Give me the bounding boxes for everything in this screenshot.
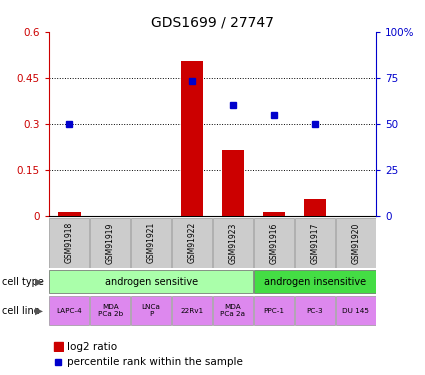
Bar (90, 218, 130, 268)
Text: GSM91916: GSM91916 (269, 222, 278, 264)
Bar (213, 218, 253, 268)
Text: percentile rank within the sample: percentile rank within the sample (67, 357, 243, 367)
Text: MDA
PCa 2a: MDA PCa 2a (221, 304, 246, 317)
Bar (336, 218, 376, 268)
Text: ▶: ▶ (35, 306, 43, 316)
Bar (303, 199, 326, 216)
Text: GSM91920: GSM91920 (351, 222, 360, 264)
Bar (181, 61, 203, 216)
Bar (49, 218, 89, 268)
Text: DU 145: DU 145 (342, 308, 369, 314)
Bar (131, 218, 171, 268)
Bar (263, 212, 285, 216)
Text: cell type: cell type (2, 277, 44, 286)
Bar (295, 218, 335, 268)
Text: androgen insensitive: androgen insensitive (264, 277, 366, 286)
Bar (54, 342, 63, 351)
Text: GSM91918: GSM91918 (65, 222, 74, 263)
Text: androgen sensitive: androgen sensitive (105, 277, 198, 286)
Text: GSM91921: GSM91921 (147, 222, 156, 263)
Text: MDA
PCa 2b: MDA PCa 2b (98, 304, 123, 317)
Bar (172, 296, 212, 326)
Text: cell line: cell line (2, 306, 40, 316)
Bar (172, 218, 212, 268)
Text: GSM91919: GSM91919 (106, 222, 115, 264)
Text: 22Rv1: 22Rv1 (181, 308, 204, 314)
Bar (254, 296, 294, 326)
Bar (49, 296, 89, 326)
Bar (336, 296, 376, 326)
Text: PPC-1: PPC-1 (264, 308, 284, 314)
Bar (222, 150, 244, 216)
Bar (90, 296, 130, 326)
Text: ▶: ▶ (35, 277, 43, 286)
Text: PC-3: PC-3 (306, 308, 323, 314)
Text: GSM91923: GSM91923 (229, 222, 238, 264)
Bar (213, 296, 253, 326)
Bar (295, 296, 335, 326)
Bar (49, 270, 253, 293)
Bar (131, 296, 171, 326)
Bar (254, 218, 294, 268)
Text: GSM91917: GSM91917 (310, 222, 319, 264)
Text: GSM91922: GSM91922 (187, 222, 196, 263)
Text: GDS1699 / 27747: GDS1699 / 27747 (151, 15, 274, 29)
Text: log2 ratio: log2 ratio (67, 342, 117, 352)
Text: LAPC-4: LAPC-4 (57, 308, 82, 314)
Bar (254, 270, 376, 293)
Bar (58, 212, 81, 216)
Text: LNCa
P: LNCa P (142, 304, 161, 317)
